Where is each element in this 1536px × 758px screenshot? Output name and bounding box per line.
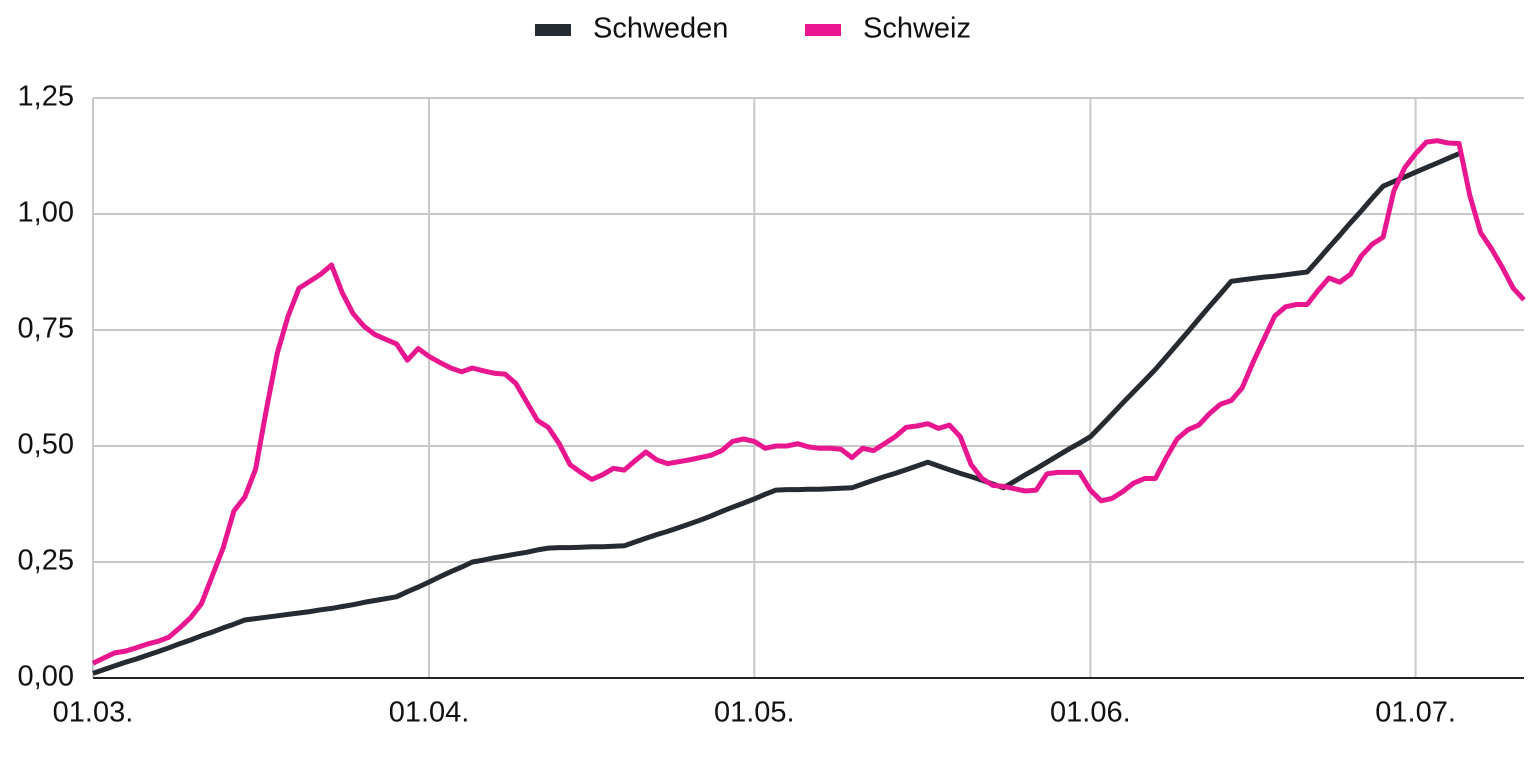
legend-label: Schweden [593,13,728,45]
series-line [91,138,1526,666]
y-tick-label: 0,25 [18,545,74,577]
legend-swatch [535,24,571,36]
y-tick-label: 1,00 [18,197,74,229]
legend-label: Schweiz [863,13,971,45]
y-tick-label: 0,50 [18,429,74,461]
x-tick-label: 01.03. [53,697,134,729]
x-tick-label: 01.06. [1050,697,1131,729]
x-tick-label: 01.07. [1375,697,1456,729]
x-tick-label: 01.05. [714,697,795,729]
series-line [92,151,1460,676]
y-tick-label: 1,25 [18,81,74,113]
y-tick-label: 0,00 [18,661,74,693]
legend-swatch [805,24,841,36]
x-tick-label: 01.04. [389,697,470,729]
y-tick-label: 0,75 [18,313,74,345]
